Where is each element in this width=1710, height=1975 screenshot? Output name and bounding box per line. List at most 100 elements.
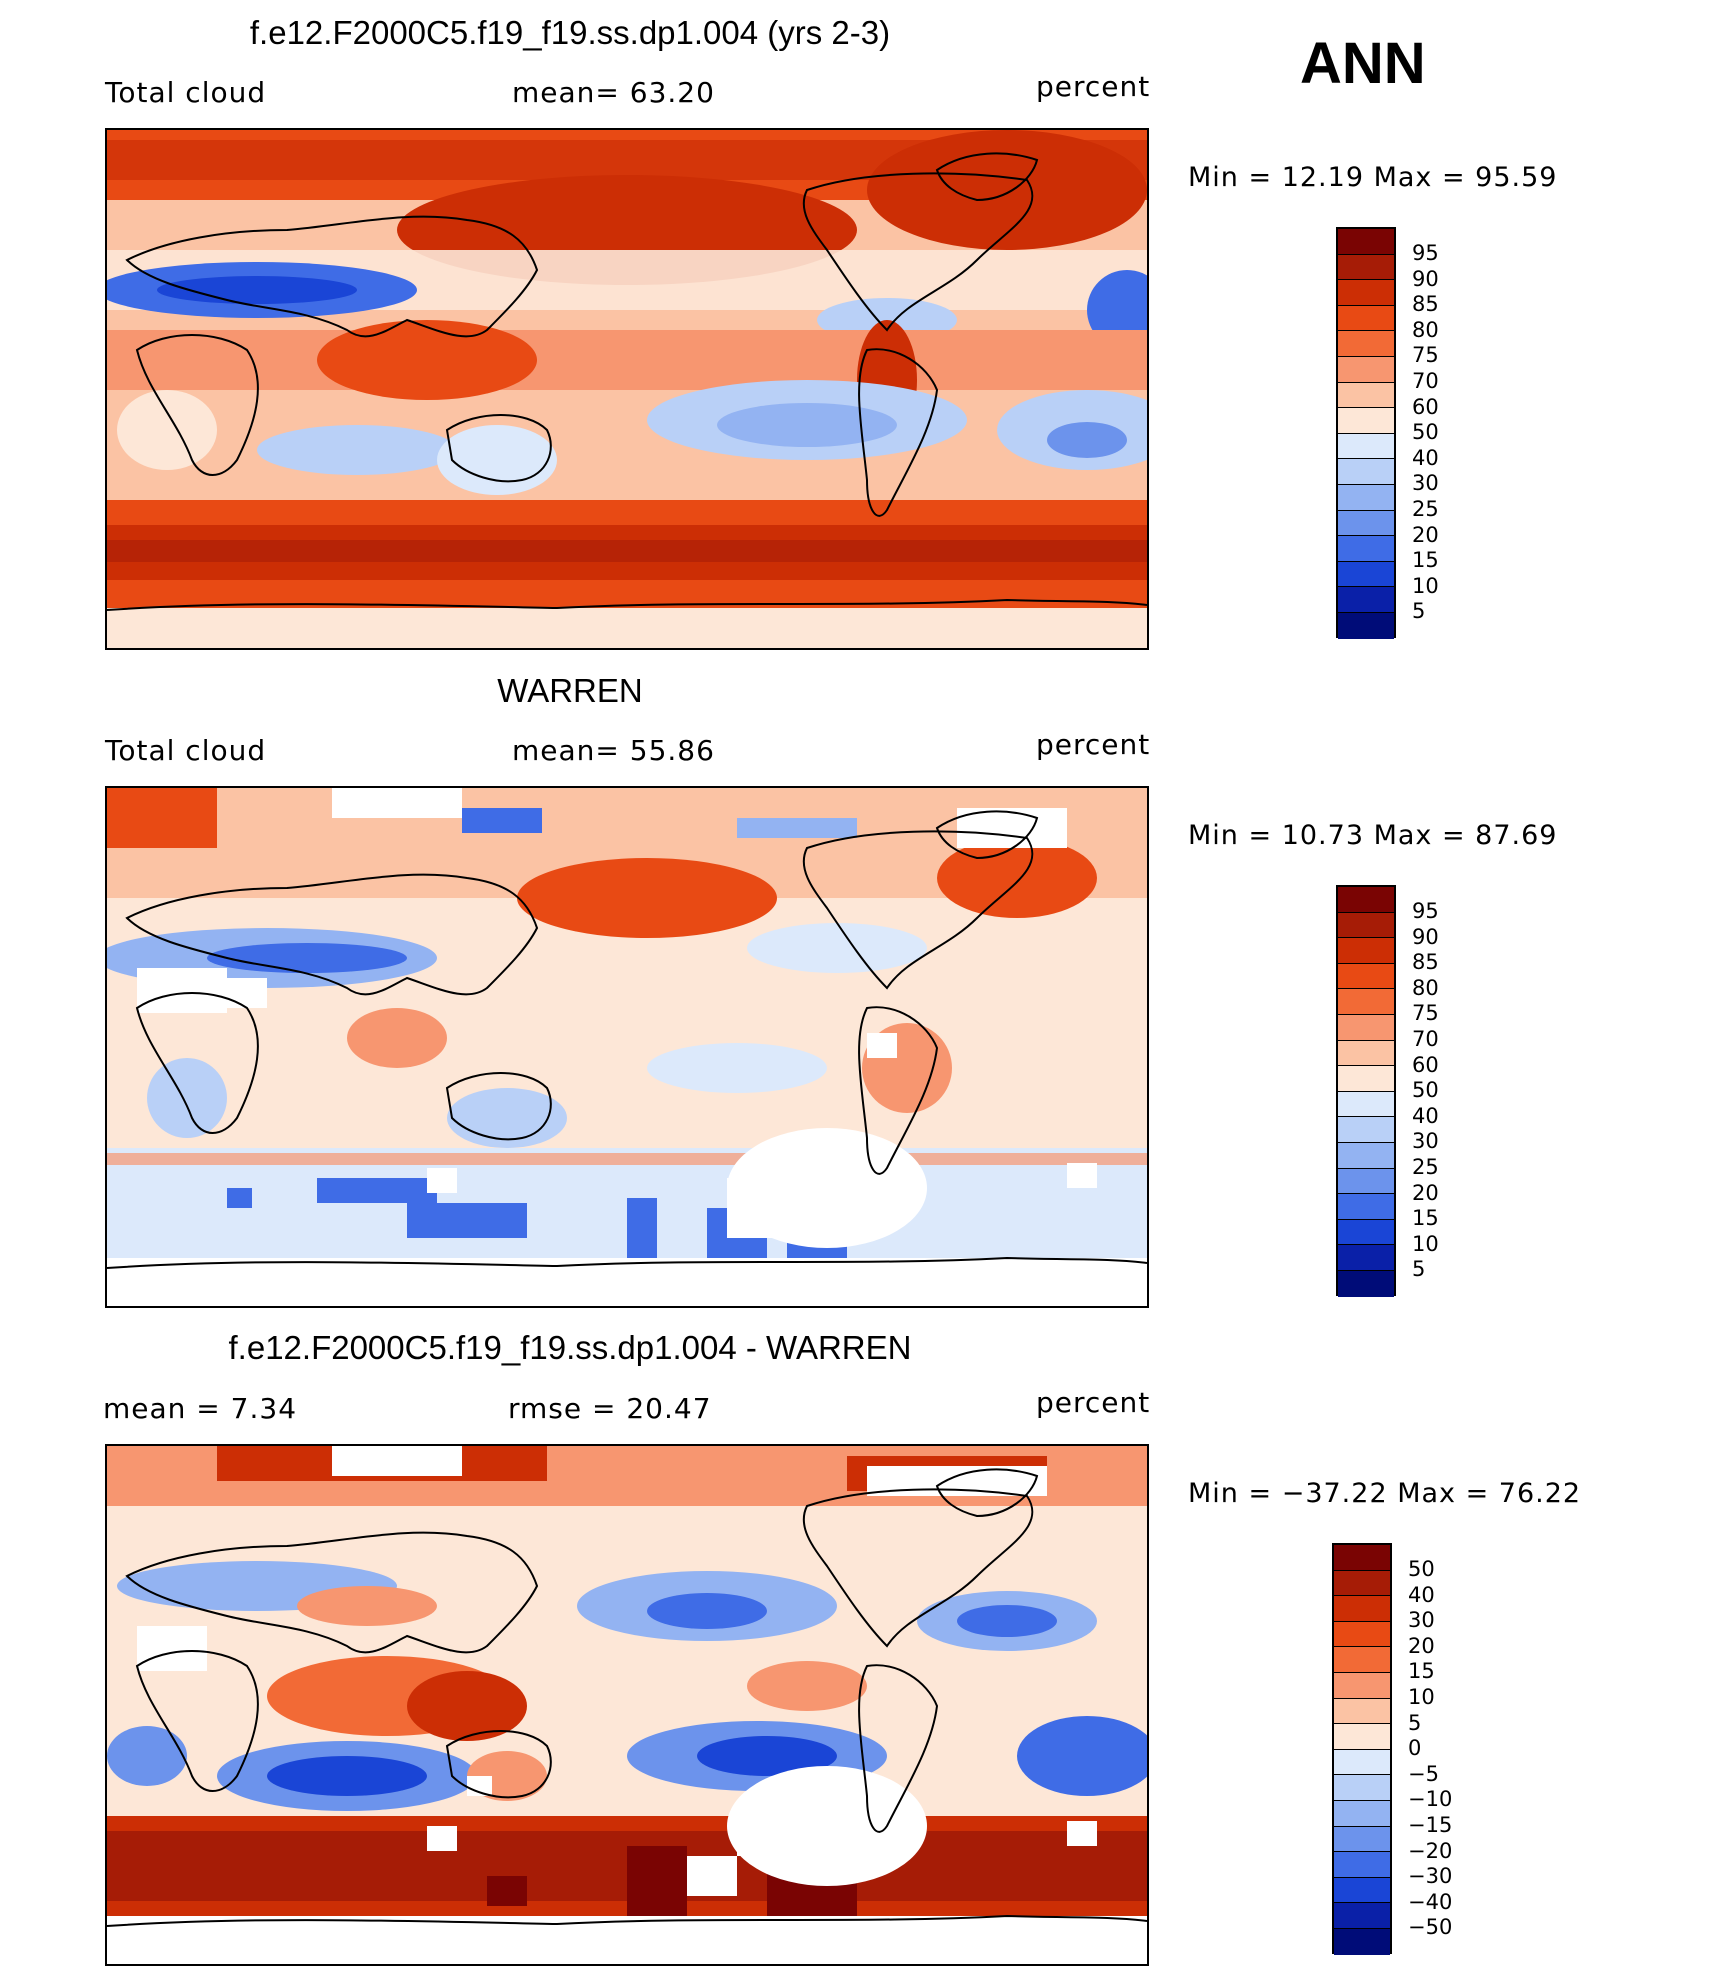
- panel-3-map: [105, 1444, 1149, 1966]
- panel-3-minmax: Min = −37.22 Max = 76.22: [1188, 1478, 1582, 1509]
- colorbar-label: 30: [1412, 471, 1439, 495]
- colorbar-swatch: [1334, 1570, 1390, 1597]
- colorbar-swatch: [1338, 887, 1394, 913]
- panel-3-units: percent: [1036, 1386, 1151, 1419]
- colorbar-swatch: [1338, 963, 1394, 990]
- colorbar-swatch: [1334, 1647, 1390, 1673]
- colorbar-label: 40: [1408, 1583, 1435, 1607]
- colorbar-swatch: [1338, 1168, 1394, 1195]
- panel-3-title: f.e12.F2000C5.f19_f19.ss.dp1.004 - WARRE…: [228, 1329, 912, 1366]
- colorbar-swatch: [1338, 1245, 1394, 1271]
- panel-1-colorbar-swatches: [1336, 227, 1396, 639]
- colorbar-label: 10: [1408, 1685, 1435, 1709]
- colorbar-label: 5: [1412, 1257, 1426, 1281]
- colorbar-label: −15: [1408, 1813, 1453, 1837]
- colorbar-label: −20: [1408, 1839, 1453, 1863]
- colorbar-label: 50: [1408, 1557, 1435, 1581]
- colorbar-swatch: [1338, 433, 1394, 460]
- colorbar-swatch: [1338, 1219, 1394, 1246]
- colorbar-label: 10: [1412, 574, 1439, 598]
- colorbar-label: 85: [1412, 950, 1439, 974]
- colorbar-swatch: [1334, 1596, 1390, 1622]
- colorbar-label: 90: [1412, 267, 1439, 291]
- colorbar-swatch: [1338, 613, 1394, 639]
- colorbar-swatch: [1338, 510, 1394, 537]
- colorbar-label: −5: [1408, 1762, 1439, 1786]
- colorbar-swatch: [1334, 1852, 1390, 1878]
- colorbar-swatch: [1338, 1194, 1394, 1220]
- colorbar-swatch: [1338, 485, 1394, 511]
- colorbar-label: 0: [1408, 1736, 1422, 1760]
- colorbar-label: −30: [1408, 1864, 1453, 1888]
- colorbar-swatch: [1334, 1877, 1390, 1904]
- panel-2-units: percent: [1036, 728, 1151, 761]
- colorbar-label: 10: [1412, 1232, 1439, 1256]
- colorbar-label: 80: [1412, 318, 1439, 342]
- colorbar-label: 80: [1412, 976, 1439, 1000]
- colorbar-swatch: [1334, 1621, 1390, 1648]
- colorbar-label: 15: [1412, 1206, 1439, 1230]
- colorbar-swatch: [1334, 1826, 1390, 1853]
- colorbar-swatch: [1338, 1066, 1394, 1092]
- colorbar-label: 95: [1412, 899, 1439, 923]
- colorbar-swatch: [1338, 1015, 1394, 1041]
- colorbar-label: 60: [1412, 1053, 1439, 1077]
- colorbar-label: 70: [1412, 1027, 1439, 1051]
- panel-2-mean: mean= 55.86: [512, 734, 715, 767]
- panel-1-map-svg: [107, 130, 1147, 648]
- panel-3-mean: mean = 7.34: [103, 1392, 298, 1425]
- panel-2-map: [105, 786, 1149, 1308]
- colorbar-label: 90: [1412, 925, 1439, 949]
- panel-3-colorbar-swatches: [1332, 1543, 1392, 1955]
- colorbar-label: 20: [1412, 1181, 1439, 1205]
- colorbar-label: 25: [1412, 497, 1439, 521]
- colorbar-label: 50: [1412, 420, 1439, 444]
- colorbar-label: 5: [1412, 599, 1426, 623]
- colorbar-swatch: [1338, 561, 1394, 588]
- colorbar-swatch: [1338, 1271, 1394, 1297]
- colorbar-swatch: [1334, 1749, 1390, 1776]
- colorbar-label: −50: [1408, 1915, 1453, 1939]
- colorbar-swatch: [1338, 912, 1394, 939]
- colorbar-label: 60: [1412, 395, 1439, 419]
- panel-2-title: WARREN: [497, 672, 643, 709]
- colorbar-label: 75: [1412, 1001, 1439, 1025]
- panel-1-mean: mean= 63.20: [512, 76, 715, 109]
- colorbar-label: 85: [1412, 292, 1439, 316]
- colorbar-swatch: [1338, 305, 1394, 332]
- panel-1-title: f.e12.F2000C5.f19_f19.ss.dp1.004 (yrs 2-…: [249, 14, 891, 51]
- panel-1-variable: Total cloud: [105, 76, 267, 109]
- colorbar-label: 20: [1412, 523, 1439, 547]
- colorbar-swatch: [1338, 1040, 1394, 1067]
- colorbar-label: 70: [1412, 369, 1439, 393]
- colorbar-swatch: [1334, 1698, 1390, 1725]
- colorbar-swatch: [1334, 1545, 1390, 1571]
- colorbar-label: 20: [1408, 1634, 1435, 1658]
- panel-1-minmax: Min = 12.19 Max = 95.59: [1188, 162, 1558, 193]
- colorbar-label: 75: [1412, 343, 1439, 367]
- colorbar-label: 50: [1412, 1078, 1439, 1102]
- colorbar-label: 25: [1412, 1155, 1439, 1179]
- colorbar-swatch: [1338, 229, 1394, 255]
- colorbar-swatch: [1338, 357, 1394, 383]
- colorbar-label: 15: [1408, 1659, 1435, 1683]
- colorbar-swatch: [1334, 1724, 1390, 1750]
- panel-1-map: [105, 128, 1149, 650]
- colorbar-swatch: [1338, 408, 1394, 434]
- colorbar-label: 30: [1408, 1608, 1435, 1632]
- colorbar-label: 40: [1412, 1104, 1439, 1128]
- colorbar-swatch: [1338, 1143, 1394, 1169]
- panel-3-rmse: rmse = 20.47: [508, 1392, 712, 1425]
- colorbar-swatch: [1338, 1091, 1394, 1118]
- panel-1-units: percent: [1036, 70, 1151, 103]
- colorbar-swatch: [1338, 280, 1394, 306]
- panel-3-map-svg: [107, 1446, 1147, 1964]
- colorbar-swatch: [1338, 459, 1394, 485]
- colorbar-label: 30: [1412, 1129, 1439, 1153]
- panel-2-variable: Total cloud: [105, 734, 267, 767]
- colorbar-label: 5: [1408, 1711, 1422, 1735]
- colorbar-swatch: [1338, 536, 1394, 562]
- colorbar-label: −10: [1408, 1787, 1453, 1811]
- colorbar-swatch: [1334, 1903, 1390, 1929]
- colorbar-label: 95: [1412, 241, 1439, 265]
